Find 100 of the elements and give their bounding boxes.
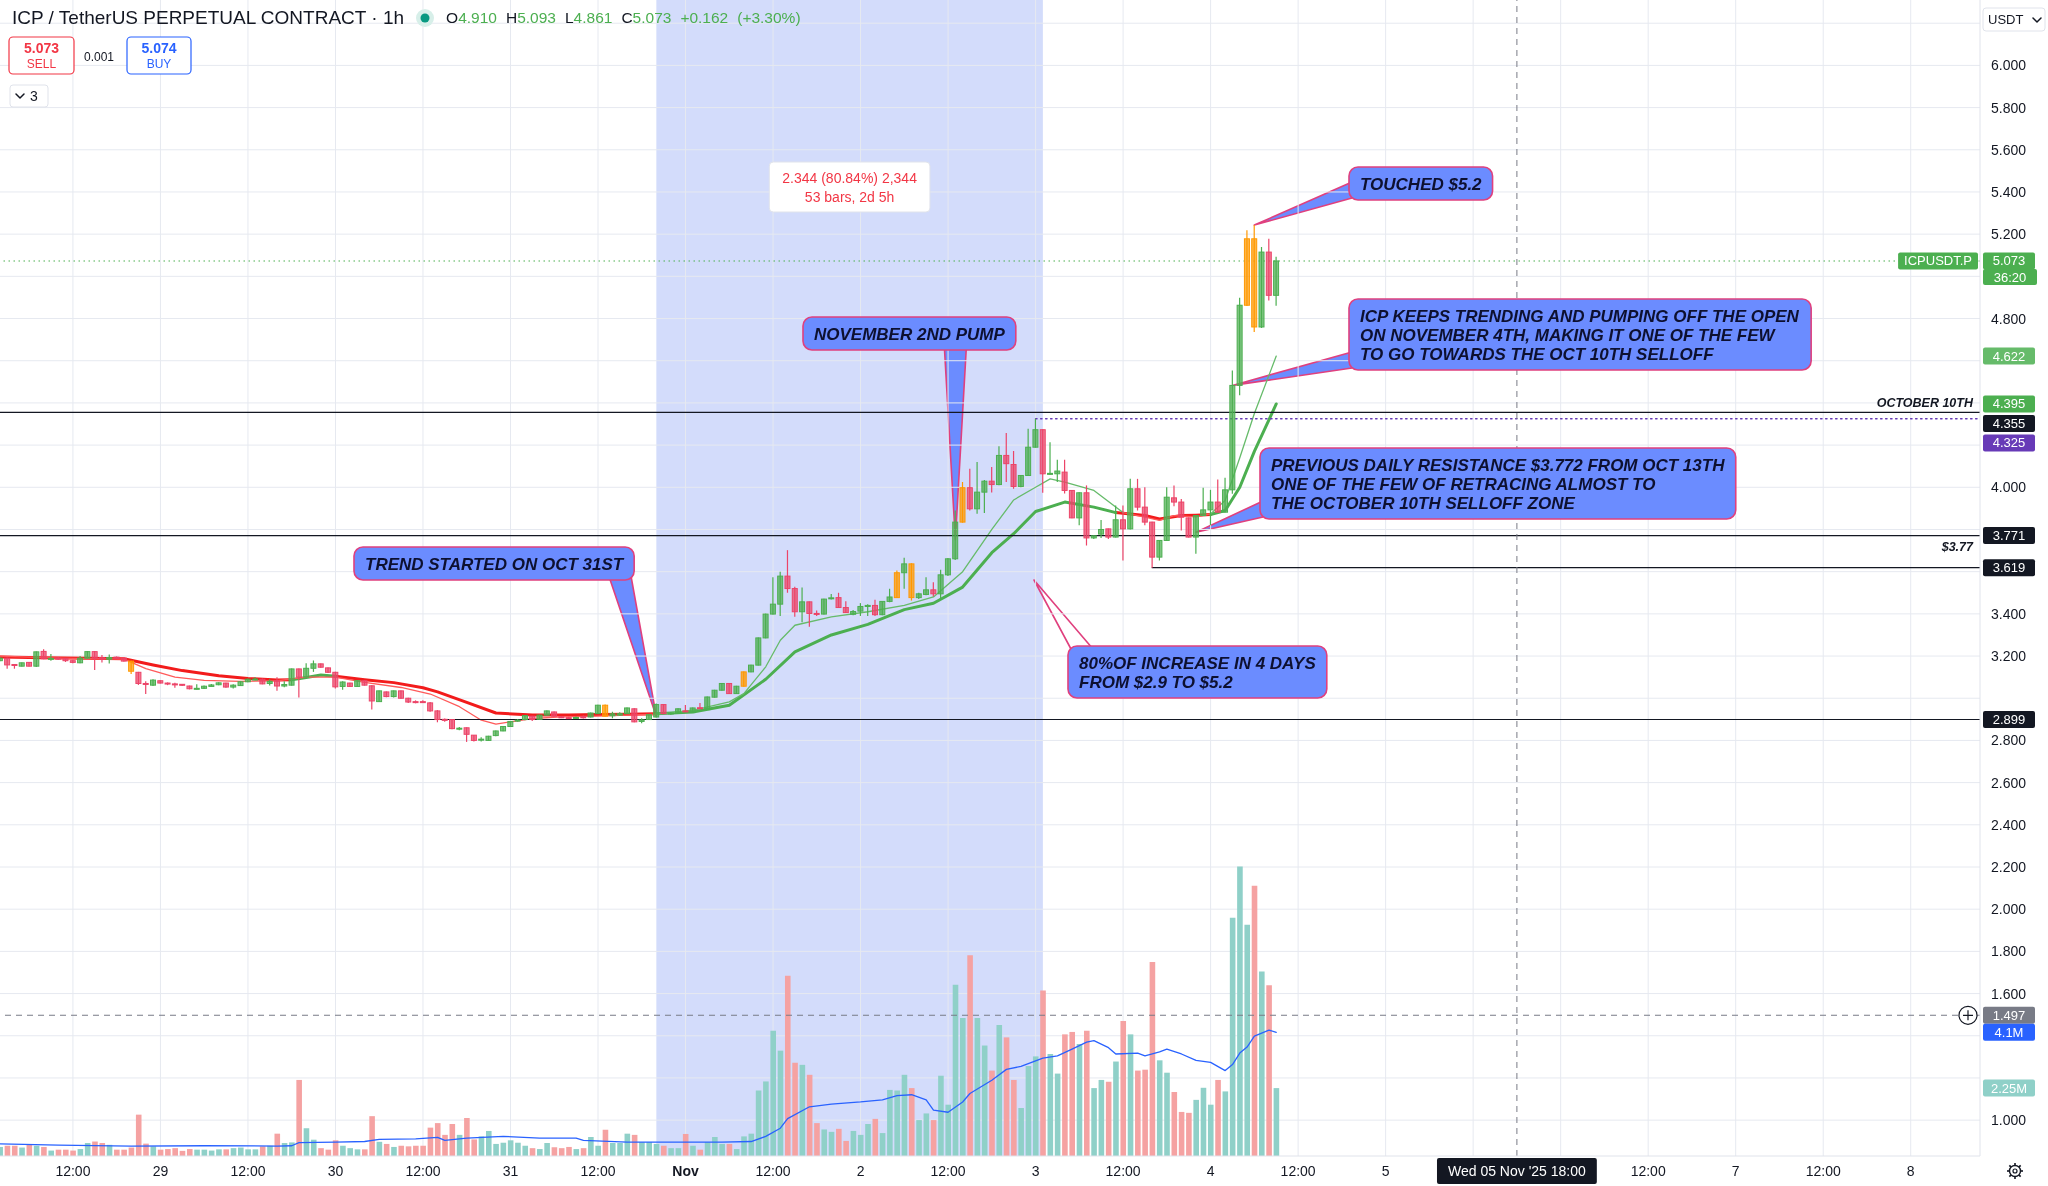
y-tick-label: 2.000 <box>1991 901 2027 918</box>
bar <box>908 1088 915 1156</box>
ref-line-label: Wed 05 Nov '25 18:00 <box>1447 1163 1587 1179</box>
y-tick-label: 3.200 <box>1991 648 2027 665</box>
x-tick-label: 5 <box>1381 1163 1390 1179</box>
x-tick-label: 31 <box>502 1163 519 1179</box>
annotation: TOUCHED $5.2 <box>1360 174 1483 194</box>
bar <box>1259 971 1265 1156</box>
bar <box>872 1118 879 1156</box>
x-tick-label: 29 <box>152 1163 169 1179</box>
bar <box>1032 1056 1039 1156</box>
bar <box>11 1145 18 1156</box>
candlestick <box>901 557 908 590</box>
chart-title: ICP / TetherUS PERPETUAL CONTRACT · 1h <box>12 6 405 30</box>
y-tick-label: 1.497 <box>1992 1007 2026 1023</box>
bar <box>398 1145 405 1156</box>
candlestick <box>1010 450 1017 490</box>
candlestick <box>1112 504 1119 539</box>
line-series <box>0 1029 1277 1147</box>
candlestick <box>696 702 703 710</box>
bar <box>289 1142 295 1156</box>
y-tick-label: 5.200 <box>1991 226 2027 243</box>
bar <box>318 1148 324 1156</box>
x-tick-label: 12:00 <box>755 1163 791 1179</box>
annotation: 3 <box>30 88 38 104</box>
annotation: NOVEMBER 2ND PUMP <box>814 324 1006 344</box>
bar <box>1207 1104 1214 1156</box>
text: 36:20 <box>1993 269 2027 285</box>
bar <box>1120 1021 1127 1156</box>
candlestick <box>1098 519 1105 539</box>
y-tick-label: 6.000 <box>1991 57 2027 74</box>
y-tick-label: 2.200 <box>1991 859 2027 875</box>
y2-tick-label: 2.25M <box>1990 1080 2028 1096</box>
x-tick-label: 12:00 <box>230 1163 266 1179</box>
bar <box>916 1120 922 1156</box>
candlestick <box>295 667 302 699</box>
x-tick-label: 12:00 <box>580 1163 616 1179</box>
y-tick-label: 5.600 <box>1991 141 2027 158</box>
data-label: 4.355 <box>1992 415 2026 431</box>
bar <box>573 1149 580 1156</box>
y-tick-label: 2.600 <box>1991 774 2027 791</box>
x-tick-label: Nov <box>672 1163 699 1179</box>
x-tick-label: 12:00 <box>1280 1163 1316 1179</box>
annotation: ICP KEEPS TRENDING AND PUMPING OFF THE OPEN ON NOVEMBER 4TH, MAKING IT ONE OF THE FEW TO GO TOWARDS THE OCT 10TH SELLOFF <box>1360 306 1800 364</box>
y2-tick-label: 4.1M <box>1994 1024 2024 1040</box>
bar <box>1186 1112 1192 1156</box>
x-tick-label: 12:00 <box>930 1163 966 1179</box>
bar <box>1018 1108 1024 1156</box>
x-tick-label: 4 <box>1206 1163 1215 1179</box>
x-tick-label: 8 <box>1906 1163 1915 1179</box>
bar <box>1113 1061 1119 1156</box>
band-label: 2.344 (80.84%) 2,344 53 bars, 2d 5h <box>782 170 918 205</box>
x-tick-label: 3 <box>1031 1163 1040 1179</box>
ref-line-label: ICPUSDT.P <box>1904 253 1972 269</box>
y-tick-label: 3.400 <box>1991 605 2027 622</box>
bar <box>668 1148 674 1156</box>
candlestick <box>1003 432 1010 483</box>
text: USDT <box>1988 12 2024 27</box>
bar <box>960 1018 966 1156</box>
bar <box>1011 1079 1017 1156</box>
annotation: TREND STARTED ON OCT 31ST <box>365 554 625 574</box>
bar <box>1215 1079 1221 1156</box>
bar <box>310 1139 317 1156</box>
y-tick-label: 5.800 <box>1991 99 2027 116</box>
annotation: 5.073 SELL <box>23 40 60 71</box>
x-tick-label: 12:00 <box>1805 1163 1841 1179</box>
y-tick-label: 2.400 <box>1991 816 2027 833</box>
x-tick-label: 7 <box>1731 1163 1740 1179</box>
annotation: 80%OF INCREASE IN 4 DAYS FROM $2.9 TO $5.2 <box>1079 653 1317 692</box>
y-tick-label: 3.771 <box>1992 528 2026 544</box>
x-tick-label: 12:00 <box>405 1163 441 1179</box>
bar <box>274 1133 281 1156</box>
x-tick-label: 30 <box>327 1163 344 1179</box>
candlestick <box>1214 478 1221 514</box>
ref-line-label: $3.77 <box>1940 539 1975 554</box>
y-tick-label: 5.073 <box>1992 253 2026 269</box>
bar <box>989 1070 995 1156</box>
bar <box>216 1149 222 1156</box>
annotation: OCTOBER 10TH <box>1876 396 1974 411</box>
bar <box>814 1123 820 1156</box>
bar <box>391 1146 397 1156</box>
x-tick-label: 12:00 <box>55 1163 91 1179</box>
text: O4.910 H5.093 L4.861 C5.073 +0.162 (+3.30%) <box>446 9 801 26</box>
y-tick-label: 4.622 <box>1992 348 2026 364</box>
candlestick <box>966 468 973 512</box>
bar <box>1083 1030 1090 1156</box>
bar <box>41 1146 47 1156</box>
y-tick-label: 2.800 <box>1991 732 2027 749</box>
bar <box>1040 990 1046 1156</box>
x-tick-label: 12:00 <box>1105 1163 1141 1179</box>
y-tick-label: 1.000 <box>1991 1112 2027 1129</box>
x-tick-label: 2 <box>856 1163 865 1179</box>
candlestick <box>1119 504 1126 562</box>
bar <box>1091 1088 1097 1156</box>
bar <box>1171 1092 1178 1156</box>
y-tick-label: 5.400 <box>1991 183 2027 200</box>
bar <box>186 1149 193 1156</box>
y-tick-label: 3.619 <box>1992 560 2026 576</box>
bar <box>690 1145 696 1156</box>
y-tick-label: 1.800 <box>1991 943 2027 960</box>
